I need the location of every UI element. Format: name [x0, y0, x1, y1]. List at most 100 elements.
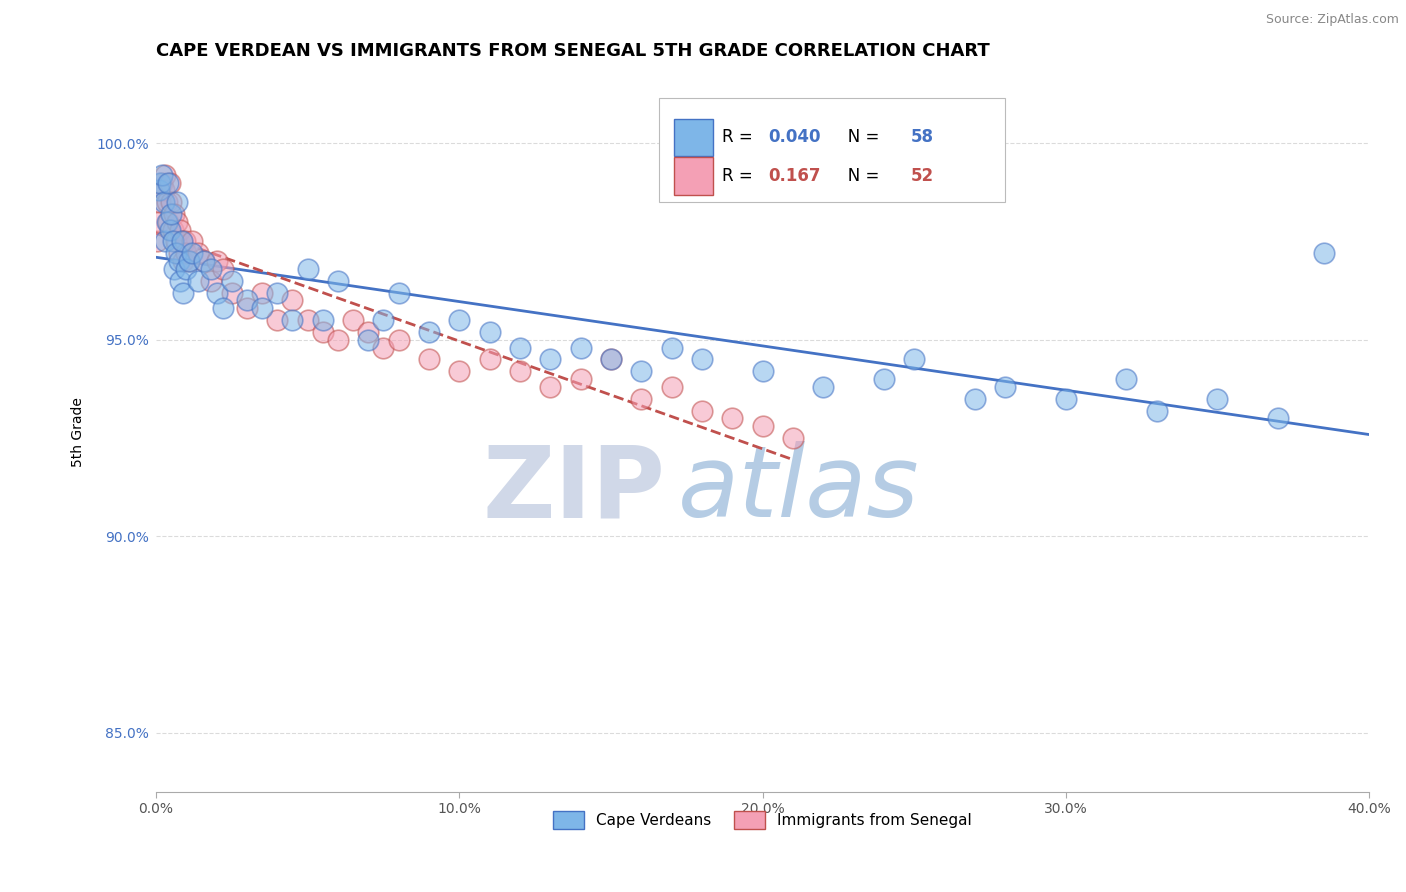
Point — [172, 285, 194, 300]
Point — [221, 285, 243, 300]
Point — [418, 352, 440, 367]
Point — [165, 246, 187, 260]
Point — [418, 325, 440, 339]
Point — [174, 262, 197, 277]
Point — [690, 403, 713, 417]
Point — [205, 254, 228, 268]
Text: Source: ZipAtlas.com: Source: ZipAtlas.com — [1265, 13, 1399, 27]
Point — [193, 254, 215, 268]
Point — [297, 262, 319, 277]
Point — [1146, 403, 1168, 417]
Point — [159, 176, 181, 190]
Point — [166, 195, 188, 210]
Point — [449, 364, 471, 378]
Point — [236, 301, 259, 316]
Point — [200, 274, 222, 288]
Point — [160, 207, 183, 221]
Point — [167, 246, 190, 260]
Point — [148, 183, 170, 197]
Point — [751, 364, 773, 378]
Point — [236, 293, 259, 308]
Point — [569, 341, 592, 355]
Point — [150, 168, 173, 182]
Point — [163, 262, 186, 277]
FancyBboxPatch shape — [673, 157, 713, 194]
Point — [165, 235, 187, 249]
Point — [326, 333, 349, 347]
Point — [1115, 372, 1137, 386]
Point — [357, 333, 380, 347]
Point — [172, 254, 194, 268]
Point — [149, 195, 172, 210]
Text: 58: 58 — [911, 128, 934, 146]
Point — [661, 341, 683, 355]
Point — [297, 313, 319, 327]
Point — [193, 254, 215, 268]
Point — [994, 380, 1017, 394]
Point — [179, 254, 201, 268]
Point — [266, 285, 288, 300]
Point — [569, 372, 592, 386]
Point — [167, 254, 190, 268]
Point — [1312, 246, 1334, 260]
FancyBboxPatch shape — [659, 97, 1005, 202]
Point — [963, 392, 986, 406]
Point — [149, 176, 172, 190]
Point — [211, 301, 233, 316]
FancyBboxPatch shape — [673, 119, 713, 156]
Point — [811, 380, 834, 394]
Point — [152, 195, 174, 210]
Point — [250, 285, 273, 300]
Point — [170, 235, 193, 249]
Point — [160, 195, 183, 210]
Point — [538, 380, 561, 394]
Point — [162, 235, 184, 249]
Point — [155, 215, 177, 229]
Point — [342, 313, 364, 327]
Point — [157, 176, 180, 190]
Point — [599, 352, 621, 367]
Point — [181, 235, 204, 249]
Point — [373, 341, 395, 355]
Point — [173, 235, 195, 249]
Point — [903, 352, 925, 367]
Point — [166, 215, 188, 229]
Point — [721, 411, 744, 425]
Text: N =: N = — [832, 128, 884, 146]
Point — [782, 431, 804, 445]
Point — [1054, 392, 1077, 406]
Point — [162, 223, 184, 237]
Point — [187, 274, 209, 288]
Point — [690, 352, 713, 367]
Text: CAPE VERDEAN VS IMMIGRANTS FROM SENEGAL 5TH GRADE CORRELATION CHART: CAPE VERDEAN VS IMMIGRANTS FROM SENEGAL … — [156, 42, 990, 60]
Point — [159, 223, 181, 237]
Point — [630, 364, 652, 378]
Point — [200, 262, 222, 277]
Point — [211, 262, 233, 277]
Point — [169, 223, 191, 237]
Point — [373, 313, 395, 327]
Point — [873, 372, 896, 386]
Point — [221, 274, 243, 288]
Point — [187, 246, 209, 260]
Point — [179, 254, 201, 268]
Point — [509, 364, 531, 378]
Y-axis label: 5th Grade: 5th Grade — [72, 397, 86, 467]
Point — [150, 176, 173, 190]
Point — [538, 352, 561, 367]
Point — [478, 325, 501, 339]
Text: R =: R = — [723, 128, 758, 146]
Point — [478, 352, 501, 367]
Point — [326, 274, 349, 288]
Point — [181, 246, 204, 260]
Point — [630, 392, 652, 406]
Text: N =: N = — [832, 167, 884, 185]
Text: R =: R = — [723, 167, 763, 185]
Text: 0.040: 0.040 — [769, 128, 821, 146]
Point — [153, 168, 176, 182]
Point — [205, 285, 228, 300]
Point — [155, 195, 177, 210]
Point — [387, 285, 409, 300]
Point — [146, 235, 169, 249]
Point — [153, 235, 176, 249]
